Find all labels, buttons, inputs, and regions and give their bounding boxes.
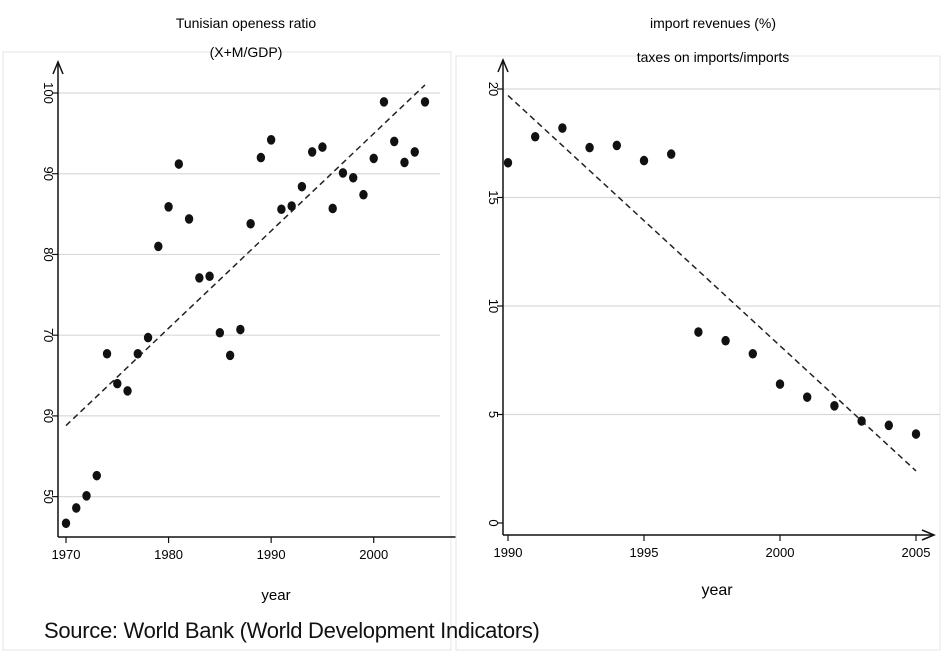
data-point <box>639 155 649 166</box>
y-tick-label: 70 <box>41 328 56 342</box>
data-point <box>803 392 812 402</box>
x-axis-label: year <box>701 582 733 599</box>
y-tick-label: 90 <box>41 166 56 180</box>
data-point <box>531 131 540 142</box>
data-point <box>667 149 676 159</box>
data-point <box>195 273 204 283</box>
chart-title: import revenues (%) <box>650 15 776 31</box>
import-revenues-panel: import revenues (%) taxes on imports/imp… <box>455 15 941 651</box>
x-axis-label: year <box>261 587 290 604</box>
y-axis-arrow <box>497 58 509 73</box>
data-point <box>82 491 91 501</box>
data-point <box>246 218 255 229</box>
data-point <box>215 327 225 338</box>
y-tick-label: 5 <box>486 411 501 418</box>
y-tick-label: 20 <box>486 82 501 96</box>
data-points <box>61 97 430 529</box>
data-point <box>748 348 757 359</box>
data-point <box>102 348 112 359</box>
openness-ratio-panel: Tunisian openess ratio (X+M/GDP) 50 60 70 8… <box>2 15 489 651</box>
data-point <box>266 135 276 145</box>
data-point <box>205 271 214 282</box>
data-point <box>164 202 173 212</box>
data-point <box>775 379 785 389</box>
y-tick-label: 10 <box>486 299 501 313</box>
data-point <box>503 157 513 168</box>
data-point <box>318 142 327 152</box>
tick-labels: 0 5 10 15 20 1990 1995 2000 2005 <box>486 82 930 560</box>
x-tick-label: 2000 <box>359 547 388 562</box>
data-point <box>174 159 184 169</box>
data-point <box>379 97 389 107</box>
data-point <box>400 157 409 168</box>
x-tick-label: 1995 <box>630 545 659 560</box>
tick-labels: 50 60 70 80 90 100 1970 1980 1990 2000 <box>41 82 388 562</box>
y-tick-label: 100 <box>41 82 56 104</box>
data-point <box>612 140 621 151</box>
data-point <box>328 203 337 214</box>
data-point <box>338 168 348 178</box>
y-tick-label: 80 <box>41 247 56 261</box>
data-point <box>72 503 81 513</box>
data-point <box>585 142 594 153</box>
axes <box>497 58 936 541</box>
data-point <box>297 181 307 192</box>
trend-line <box>65 84 426 427</box>
data-point <box>184 214 194 224</box>
data-point <box>225 350 235 361</box>
data-point <box>721 335 730 346</box>
data-point <box>236 324 245 335</box>
y-tick-label: 60 <box>41 409 56 423</box>
x-tick-label: 2000 <box>766 545 795 560</box>
y-tick-label: 0 <box>486 519 501 526</box>
data-point <box>911 429 921 439</box>
chart-subtitle: taxes on imports/imports <box>637 49 790 65</box>
data-point <box>256 152 266 163</box>
y-tick-label: 50 <box>41 489 56 503</box>
x-tick-label: 1980 <box>154 547 183 562</box>
data-point <box>369 153 378 164</box>
data-point <box>830 401 839 411</box>
data-point <box>277 204 286 215</box>
data-point <box>113 378 122 389</box>
fitted-line <box>65 84 426 427</box>
data-point <box>410 147 419 157</box>
data-point <box>133 348 142 359</box>
data-point <box>558 123 567 133</box>
x-tick-label: 1970 <box>52 547 81 562</box>
data-point <box>694 327 703 337</box>
axes <box>52 60 489 543</box>
fitted-line <box>507 94 917 472</box>
data-point <box>123 386 132 396</box>
data-point <box>884 420 893 431</box>
x-tick-label: 1990 <box>494 545 523 560</box>
panel-frame <box>455 55 941 651</box>
gridlines <box>503 88 940 416</box>
data-point <box>61 518 71 529</box>
data-point <box>349 172 358 183</box>
data-point <box>92 470 101 481</box>
y-axis-arrow <box>52 60 64 75</box>
data-point <box>359 189 368 200</box>
chart-title: Tunisian openess ratio <box>176 15 317 31</box>
x-tick-label: 1990 <box>257 547 286 562</box>
trend-line <box>507 94 917 472</box>
data-point <box>287 201 296 211</box>
gridlines <box>58 92 440 498</box>
data-points <box>503 123 921 439</box>
y-tick-label: 15 <box>486 190 501 204</box>
data-point <box>307 147 317 157</box>
source-note: Source: World Bank (World Development In… <box>44 618 540 643</box>
data-point <box>143 332 153 343</box>
data-point <box>154 241 163 252</box>
x-tick-label: 2005 <box>902 545 931 560</box>
data-point <box>390 136 399 147</box>
data-point <box>857 416 866 426</box>
chart-subtitle: (X+M/GDP) <box>210 44 283 60</box>
panel-frame <box>2 51 452 651</box>
data-point <box>420 97 430 107</box>
x-axis-arrow <box>921 529 936 541</box>
